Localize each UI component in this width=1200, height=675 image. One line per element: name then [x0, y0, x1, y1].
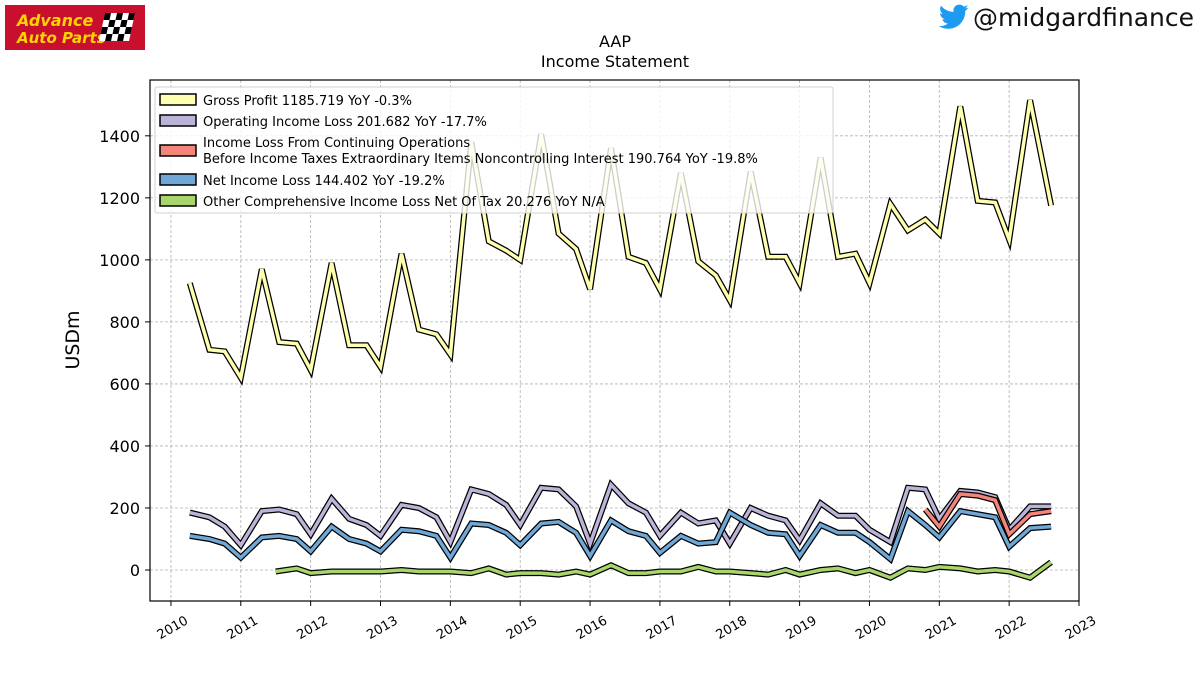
y-axis-label: USDm	[62, 310, 84, 369]
y-tick-label: 1400	[99, 127, 140, 146]
legend-label-net-income: Net Income Loss 144.402 YoY -19.2%	[203, 174, 445, 189]
twitter-bird-icon	[939, 4, 969, 29]
legend-label-operating-income: Operating Income Loss 201.682 YoY -17.7%	[203, 115, 487, 130]
x-tick-label: 2023	[1063, 613, 1099, 643]
y-tick-label: 1000	[99, 251, 140, 270]
plot-frame	[149, 79, 1080, 602]
x-tick-label: 2019	[783, 613, 819, 643]
series-line-4	[275, 560, 1053, 580]
chart-legend: Gross Profit 1185.719 YoY -0.3% Operatin…	[154, 86, 834, 214]
series-line-1	[189, 481, 1052, 549]
legend-box	[154, 86, 834, 214]
x-tick-label: 2016	[574, 613, 610, 643]
x-tick-label: 2011	[225, 613, 261, 643]
x-tick-label: 2018	[714, 613, 750, 643]
logo-line2: Auto Parts	[16, 29, 106, 47]
legend-swatch-gross-profit	[159, 93, 197, 106]
legend-label-pretax-income-line1: Income Loss From Continuing Operations	[203, 136, 470, 151]
legend-swatch-other-comprehensive	[159, 194, 197, 207]
social-handle: @midgardfinance	[939, 2, 1194, 32]
y-tick-label: 800	[109, 313, 140, 332]
series-line-2	[923, 492, 1052, 538]
advance-auto-parts-logo: Advance Auto Parts	[5, 5, 145, 50]
y-tick-label: 600	[109, 375, 140, 394]
y-tick-label: 400	[109, 437, 140, 456]
legend-swatch-pretax-income	[159, 144, 197, 157]
legend-label-gross-profit: Gross Profit 1185.719 YoY -0.3%	[203, 94, 412, 109]
legend-label-other-comprehensive: Other Comprehensive Income Loss Net Of T…	[203, 195, 605, 210]
y-tick-label: 1200	[99, 189, 140, 208]
chart-subtitle: Income Statement	[541, 52, 689, 71]
x-tick-label: 2015	[504, 613, 540, 643]
x-tick-label: 2022	[993, 613, 1029, 643]
series-line-3	[189, 508, 1052, 563]
x-tick-label: 2012	[294, 613, 330, 643]
chart-title: AAP	[599, 32, 631, 51]
x-tick-label: 2020	[853, 613, 889, 643]
x-tick-label: 2014	[434, 613, 470, 643]
x-tick-label: 2017	[644, 613, 680, 643]
logo-line1: Advance	[15, 11, 93, 30]
legend-swatch-net-income	[159, 173, 197, 186]
twitter-handle-text: @midgardfinance	[973, 2, 1194, 32]
x-tick-label: 2010	[155, 613, 191, 643]
checkered-flag-icon	[99, 13, 135, 41]
y-tick-label: 0	[130, 561, 140, 580]
x-tick-label: 2021	[923, 613, 959, 643]
legend-swatch-operating-income	[159, 114, 197, 127]
legend-label-pretax-income-line2: Before Income Taxes Extraordinary Items …	[203, 152, 758, 167]
y-tick-label: 200	[109, 499, 140, 518]
x-tick-label: 2013	[364, 613, 400, 643]
